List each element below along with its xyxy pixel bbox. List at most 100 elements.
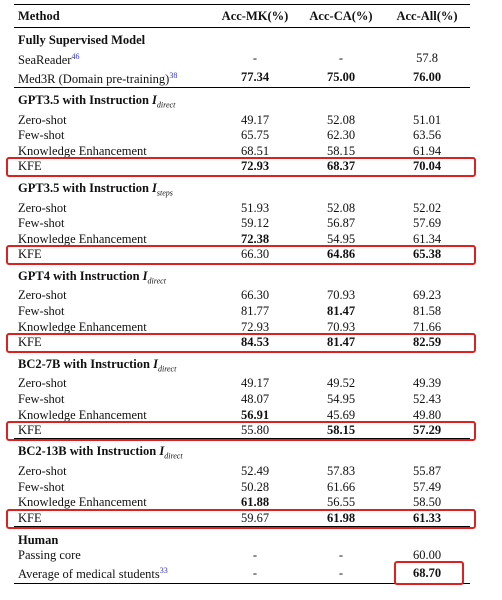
value-cell: 61.33 xyxy=(412,510,442,525)
method-name: Knowledge Enhancement xyxy=(18,231,147,246)
value-cell: 50.28 xyxy=(240,479,270,494)
section-title-text: Fully Supervised Model xyxy=(18,33,146,48)
method-cell: Passing core xyxy=(14,548,212,564)
value-cell: 55.87 xyxy=(412,464,442,479)
method-name: Zero-shot xyxy=(18,112,67,127)
table-header: Method Acc-MK(%) Acc-CA(%) Acc-All(%) xyxy=(14,5,470,28)
value-cell: 69.23 xyxy=(412,288,442,303)
value-cell: 72.38 xyxy=(240,231,270,246)
method-cell: SeaReader46 xyxy=(14,49,212,68)
value-cell: 57.83 xyxy=(326,464,356,479)
data-row: Few-shot 48.07 54.95 52.43 xyxy=(14,392,470,408)
method-cell: Knowledge Enhancement xyxy=(14,407,212,423)
value-cell: 61.98 xyxy=(326,510,356,525)
method-cell: Zero-shot xyxy=(14,200,212,216)
method-name: Zero-shot xyxy=(18,464,67,479)
data-row: SeaReader46 - - 57.8 xyxy=(14,49,470,68)
method-name: Knowledge Enhancement xyxy=(18,319,147,334)
method-cell: KFE xyxy=(14,335,212,351)
instruction-symbol: I xyxy=(153,356,158,371)
method-name: Knowledge Enhancement xyxy=(18,495,147,510)
value-cell: 52.02 xyxy=(412,200,442,215)
method-cell: Few-shot xyxy=(14,216,212,232)
data-row: Knowledge Enhancement 68.51 58.15 61.94 xyxy=(14,144,470,160)
data-row: KFE 72.93 68.37 70.04 xyxy=(14,159,470,175)
section-title-row: GPT3.5 with Instruction Idirect xyxy=(14,87,470,112)
value-cell: 68.70 xyxy=(412,565,442,580)
value-cell: 84.53 xyxy=(240,335,270,350)
section-title-row: Human xyxy=(14,526,470,548)
section-title-row: BC2-13B with Instruction Idirect xyxy=(14,438,470,464)
data-row: Knowledge Enhancement 61.88 56.55 58.50 xyxy=(14,495,470,511)
value-cell: 54.95 xyxy=(326,391,356,406)
section-title-row: BC2-7B with Instruction Idirect xyxy=(14,351,470,376)
section-title-text: GPT4 with Instruction xyxy=(18,268,140,283)
method-name: Few-shot xyxy=(18,216,65,231)
value-cell: - xyxy=(252,50,258,65)
section-title: GPT4 with Instruction Idirect xyxy=(14,263,470,288)
value-cell: 61.88 xyxy=(240,495,270,510)
value-cell: 81.77 xyxy=(240,304,270,319)
section-title: GPT3.5 with Instruction Isteps xyxy=(14,175,470,200)
value-cell: 70.93 xyxy=(326,319,356,334)
method-cell: Few-shot xyxy=(14,304,212,320)
value-cell: 49.17 xyxy=(240,376,270,391)
section-title-row: GPT4 with Instruction Idirect xyxy=(14,263,470,288)
reference: 33 xyxy=(159,566,168,576)
value-cell: 62.30 xyxy=(326,128,356,143)
data-row: Zero-shot 51.93 52.08 52.02 xyxy=(14,200,470,216)
method-cell: Few-shot xyxy=(14,480,212,496)
value-cell: 52.43 xyxy=(412,391,442,406)
data-row: KFE 84.53 81.47 82.59 xyxy=(14,335,470,351)
value-cell: 48.07 xyxy=(240,391,270,406)
section-title-text: Human xyxy=(18,532,59,547)
value-cell: 57.29 xyxy=(412,423,442,438)
instruction-symbol: I xyxy=(152,92,157,107)
method-cell: KFE xyxy=(14,247,212,263)
instruction-symbol: I xyxy=(152,180,157,195)
data-row: KFE 55.80 58.15 57.29 xyxy=(14,423,470,439)
value-cell: 65.75 xyxy=(240,128,270,143)
data-row: Average of medical students33 - - 68.70 xyxy=(14,563,470,583)
reference: 38 xyxy=(169,70,178,80)
method-cell: Zero-shot xyxy=(14,288,212,304)
method-cell: KFE xyxy=(14,423,212,439)
method-name: Average of medical students xyxy=(18,567,160,582)
value-cell: 77.34 xyxy=(240,69,270,84)
section-title-text: BC2-13B with Instruction xyxy=(18,444,157,459)
value-cell: 56.91 xyxy=(240,407,270,422)
method-cell: Knowledge Enhancement xyxy=(14,495,212,511)
value-cell: 82.59 xyxy=(412,335,442,350)
value-cell: 51.01 xyxy=(412,112,442,127)
method-name: KFE xyxy=(18,335,42,350)
data-row: Few-shot 50.28 61.66 57.49 xyxy=(14,480,470,496)
value-cell: 52.49 xyxy=(240,464,270,479)
data-row: Few-shot 81.77 81.47 81.58 xyxy=(14,304,470,320)
method-name: Few-shot xyxy=(18,479,65,494)
value-cell: 68.37 xyxy=(326,159,356,174)
instruction-symbol: I xyxy=(142,268,148,283)
section-title: BC2-7B with Instruction Idirect xyxy=(14,351,470,376)
method-name: KFE xyxy=(18,510,42,525)
column-header: Method xyxy=(18,8,60,23)
value-cell: 76.00 xyxy=(412,69,442,84)
value-cell: 59.12 xyxy=(240,216,270,231)
value-cell: 55.80 xyxy=(240,423,270,438)
data-row: Knowledge Enhancement 72.38 54.95 61.34 xyxy=(14,231,470,247)
value-cell: - xyxy=(252,548,258,563)
data-row: KFE 59.67 61.98 61.33 xyxy=(14,511,470,527)
value-cell: 57.69 xyxy=(412,216,442,231)
value-cell: 70.04 xyxy=(412,159,442,174)
method-name: Few-shot xyxy=(18,304,65,319)
table-body: Fully Supervised Model SeaReader46- -57.8 M… xyxy=(14,28,470,584)
instruction-subscript: steps xyxy=(156,188,173,198)
method-name: Knowledge Enhancement xyxy=(18,143,147,158)
method-name: Few-shot xyxy=(18,128,65,143)
value-cell: 49.52 xyxy=(326,376,356,391)
method-name: KFE xyxy=(18,159,42,174)
value-cell: 58.15 xyxy=(326,423,356,438)
value-cell: 61.94 xyxy=(412,143,442,158)
value-cell: 54.95 xyxy=(326,231,356,246)
data-row: Zero-shot 49.17 52.08 51.01 xyxy=(14,112,470,128)
